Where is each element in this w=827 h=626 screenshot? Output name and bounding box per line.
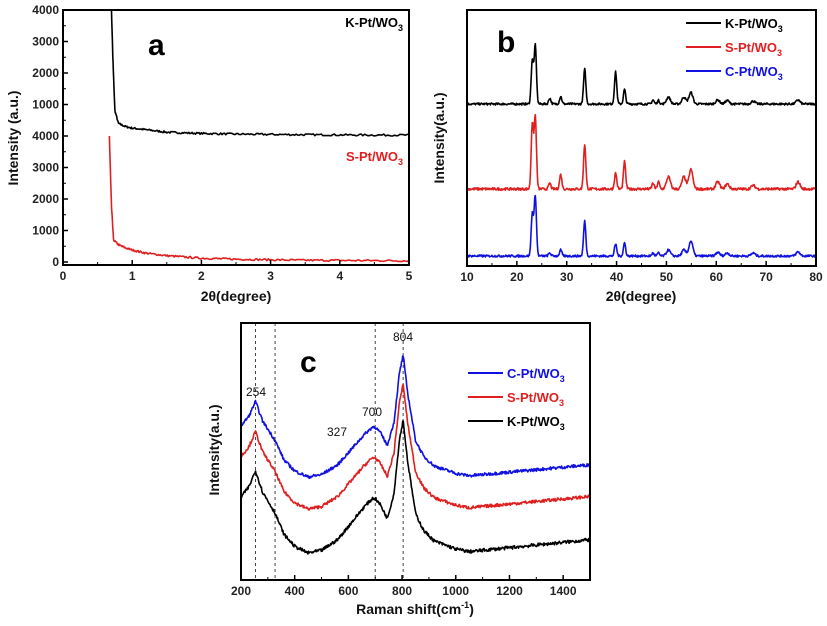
panel-b-x-tick-label: 60 [710, 270, 724, 284]
panel-c-frame [240, 322, 591, 581]
panel-a-y-ticks: 0 1000 2000 3000 4000 1000 2000 3000 4000 [32, 3, 68, 269]
panel-a-x-ticks: 0 1 2 3 4 5 [60, 260, 413, 283]
panel-a-label-S-Pt/WO3: S-Pt/WO3 [346, 149, 403, 167]
panel-c-series-K-Pt/WO3 [240, 420, 591, 555]
panel-c-x-tick-label: 1400 [550, 584, 577, 598]
panel-a-y-tick-label: 1000 [32, 224, 59, 238]
panel-c-reference-lines [254, 323, 404, 580]
panel-c-annotation-700: 700 [362, 405, 382, 419]
panel-a-y-tick-label: 4000 [32, 129, 59, 143]
panel-c-x-tick-label: 1000 [442, 584, 469, 598]
panel-a-series-S-Pt/WO3 [108, 136, 410, 263]
panel-a-frame [62, 9, 410, 266]
panel-b-legend-label-K-Pt/WO3: K-Pt/WO3 [725, 16, 783, 34]
panel-a-y-tick-label: 1000 [32, 98, 59, 112]
panel-b-legend-label-S-Pt/WO3: S-Pt/WO3 [725, 40, 782, 58]
panel-a-ylabel: Intensity (a.u.) [5, 91, 21, 186]
panel-a-series [108, 9, 410, 263]
panel-c-legend-label-C-Pt/WO3: C-Pt/WO3 [507, 366, 565, 384]
panel-b-ylabel: Intensity(a.u.) [431, 92, 447, 183]
panel-a-y-tick-label: 4000 [32, 3, 59, 17]
panel-b-series-S-Pt/WO3 [466, 113, 817, 192]
panel-c-xlabel: Raman shift(cm-1) [356, 600, 474, 617]
panel-a-y-tick-label: 3000 [32, 35, 59, 49]
panel-c-series-S-Pt/WO3 [240, 384, 591, 511]
panel-a-letter: a [148, 29, 165, 62]
panel-a-series-K-Pt/WO3 [110, 9, 410, 137]
panel-a-y-tick-label: 0 [52, 255, 59, 269]
panel-b-x-tick-label: 50 [660, 270, 674, 284]
panel-a: 0 1 2 3 4 5 0 1000 2000 3000 4000 1000 2000 3000 4000… [5, 3, 413, 304]
panel-c-legend: C-Pt/WO3 S-Pt/WO3 K-Pt/WO3 [468, 366, 565, 432]
panel-b-xlabel: 2θ(degree) [606, 288, 677, 304]
panel-a-y-tick-label: 3000 [32, 161, 59, 175]
panel-b-x-tick-label: 30 [560, 270, 574, 284]
panel-c-series-C-Pt/WO3 [240, 355, 591, 479]
panel-b-x-ticks: 10 20 30 40 50 60 70 80 [460, 261, 823, 284]
panel-b-x-tick-label: 10 [460, 270, 474, 284]
panel-c-x-tick-label: 400 [285, 584, 305, 598]
panel-c-annotation-804: 804 [393, 330, 413, 344]
panel-a-y-tick-label: 2000 [32, 66, 59, 80]
panel-b-x-tick-label: 40 [610, 270, 624, 284]
panel-a-y-tick-label: 2000 [32, 192, 59, 206]
panel-b-series-C-Pt/WO3 [466, 194, 817, 258]
panel-a-xlabel: 2θ(degree) [201, 288, 272, 304]
panel-b-letter: b [497, 26, 515, 59]
panel-a-x-tick-label: 1 [129, 269, 136, 283]
panel-c-series [240, 355, 591, 555]
panel-a-label-K-Pt/WO3: K-Pt/WO3 [345, 15, 403, 33]
panel-c-letter: c [300, 346, 317, 379]
panel-c-x-tick-label: 1200 [496, 584, 523, 598]
panel-b-series [466, 42, 817, 258]
panel-c-x-tick-label: 800 [392, 584, 412, 598]
panel-a-x-tick-label: 3 [267, 269, 274, 283]
panel-c-ylabel: Intensity(a.u.) [206, 404, 222, 495]
panel-b: 10 20 30 40 50 60 70 80 b 2θ(degree) Intensity(… [431, 9, 823, 304]
panel-a-series-labels: K-Pt/WO3 S-Pt/WO3 [345, 15, 403, 167]
panel-a-x-tick-label: 5 [406, 269, 413, 283]
panel-a-x-tick-label: 4 [336, 269, 343, 283]
panel-c-legend-label-S-Pt/WO3: S-Pt/WO3 [507, 390, 564, 408]
panel-a-x-tick-label: 2 [198, 269, 205, 283]
panel-b-series-K-Pt/WO3 [466, 42, 817, 106]
panel-b-x-tick-label: 20 [510, 270, 524, 284]
panel-c-legend-label-K-Pt/WO3: K-Pt/WO3 [507, 414, 565, 432]
panel-b-x-tick-label: 80 [809, 270, 823, 284]
panel-c-x-tick-label: 200 [231, 584, 251, 598]
panel-c-annotation-327: 327 [327, 425, 347, 439]
panel-c-annotation-254: 254 [246, 385, 266, 399]
panel-c-x-tick-label: 600 [338, 584, 358, 598]
panel-a-x-tick-label: 0 [60, 269, 67, 283]
panel-c-x-ticks: 200 400 600 800 1000 1200 1400 [231, 575, 591, 598]
panel-b-x-tick-label: 70 [759, 270, 773, 284]
panel-b-legend-label-C-Pt/WO3: C-Pt/WO3 [725, 64, 783, 82]
panel-b-legend: K-Pt/WO3 S-Pt/WO3 C-Pt/WO3 [686, 16, 783, 82]
panel-c-annotations: 254 327 700 804 [246, 330, 413, 439]
